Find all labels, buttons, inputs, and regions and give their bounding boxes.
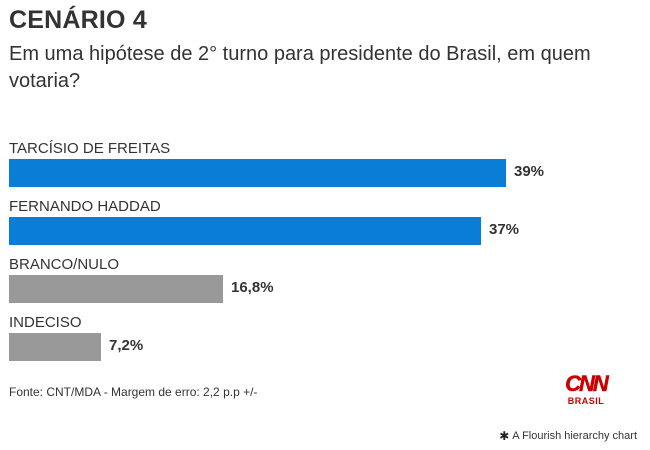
chart-title: CENÁRIO 4: [9, 6, 147, 34]
bar-category-label: BRANCO/NULO: [9, 256, 120, 273]
bar-category-label: TARCÍSIO DE FREITAS: [9, 140, 171, 157]
cnn-logo-mark: CNN: [565, 371, 609, 396]
bar: [9, 159, 506, 187]
bar-value-label: 16,8%: [231, 279, 274, 296]
bar-row: TARCÍSIO DE FREITAS 39%: [9, 140, 609, 190]
bar-value-label: 39%: [514, 163, 545, 180]
chart-subtitle: Em uma hipótese de 2° turno para preside…: [9, 43, 591, 92]
cnn-brasil-logo: CNN BRASIL: [556, 371, 616, 408]
bar-row: BRANCO/NULO 16,8%: [9, 256, 609, 306]
bar-row: FERNANDO HADDAD 37%: [9, 198, 609, 248]
flourish-asterisk-icon: ✱: [499, 429, 510, 443]
flourish-credit-text: A Flourish hierarchy chart: [512, 430, 637, 442]
bar-value-label: 7,2%: [109, 337, 144, 354]
flourish-credit-link[interactable]: ✱ A Flourish hierarchy chart: [499, 429, 637, 443]
bar-row: INDECISO 7,2%: [9, 314, 609, 364]
bar-chart: TARCÍSIO DE FREITAS 39% FERNANDO HADDAD 37%…: [9, 140, 609, 361]
source-note: Fonte: CNT/MDA - Margem de erro: 2,2 p.p…: [9, 385, 258, 399]
bar-category-label: FERNANDO HADDAD: [9, 198, 161, 215]
bar: [9, 217, 481, 245]
bar: [9, 333, 101, 361]
bar: [9, 275, 223, 303]
bar-category-label: INDECISO: [9, 314, 82, 331]
cnn-logo-subtext: BRASIL: [567, 396, 605, 406]
bar-value-label: 37%: [489, 221, 520, 238]
